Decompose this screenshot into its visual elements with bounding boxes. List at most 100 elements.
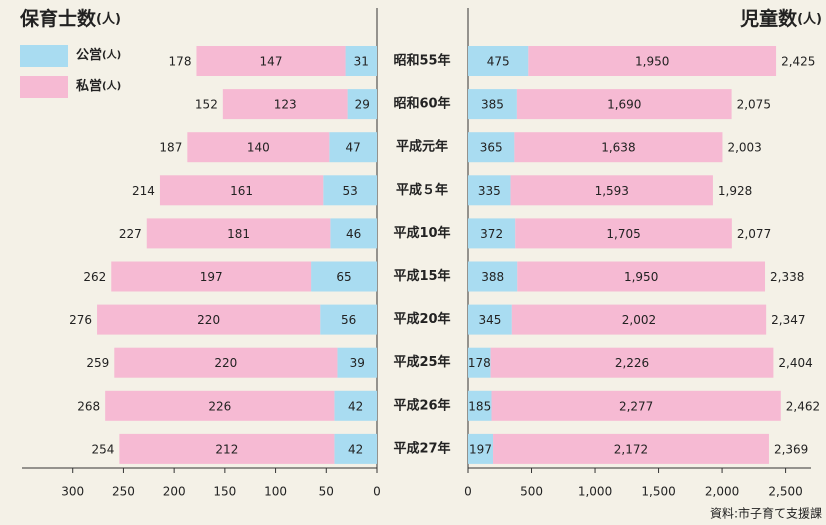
value-label: 2,226 (615, 356, 649, 370)
bar-segment (493, 433, 769, 464)
value-label: 65 (336, 270, 351, 284)
total-label: 1,928 (718, 184, 752, 198)
value-label: 42 (348, 399, 363, 413)
category-label: 昭和55年 (393, 53, 450, 69)
x-tick-label: 2,000 (705, 485, 739, 499)
total-label: 268 (77, 399, 100, 413)
value-label: 212 (215, 442, 238, 456)
total-label: 2,425 (781, 55, 815, 69)
total-label: 276 (69, 313, 92, 327)
legend-swatch (20, 45, 68, 67)
total-label: 214 (132, 184, 155, 198)
x-tick-label: 1,500 (641, 485, 675, 499)
value-label: 2,277 (619, 399, 653, 413)
legend-unit: (人) (102, 79, 121, 92)
total-label: 254 (91, 442, 114, 456)
value-label: 2,002 (622, 313, 656, 327)
bar-segment (330, 218, 377, 249)
x-tick-label: 150 (213, 485, 236, 499)
title-unit: (人) (797, 11, 822, 27)
category-label: 平成26年 (393, 397, 450, 413)
legend-unit: (人) (102, 48, 121, 61)
x-tick-label: 0 (373, 485, 381, 499)
bar-segment (311, 261, 377, 292)
x-tick-label: 250 (112, 485, 135, 499)
category-label: 昭和60年 (393, 96, 450, 112)
total-label: 2,338 (770, 270, 804, 284)
bar-segment (468, 347, 491, 378)
value-label: 42 (348, 442, 363, 456)
value-label: 161 (230, 184, 253, 198)
total-label: 2,369 (774, 442, 808, 456)
total-label: 152 (195, 98, 218, 112)
chart-title: 保育士数(人) (19, 7, 121, 30)
category-label: 平成20年 (393, 311, 450, 327)
value-label: 29 (355, 98, 370, 112)
bar-segment (468, 175, 511, 206)
value-label: 178 (468, 356, 491, 370)
bar-segment (468, 218, 516, 249)
bar-segment (468, 390, 492, 421)
bar-segment (222, 89, 348, 120)
total-label: 187 (159, 141, 182, 155)
bar-segment (468, 89, 517, 120)
total-label: 2,077 (737, 227, 771, 241)
legend-name: 私営 (76, 78, 102, 94)
value-label: 1,593 (595, 184, 629, 198)
total-label: 2,347 (771, 313, 805, 327)
value-label: 46 (346, 227, 361, 241)
value-label: 53 (342, 184, 357, 198)
value-label: 385 (481, 98, 504, 112)
value-label: 365 (480, 141, 503, 155)
bar-segment (515, 218, 732, 249)
bar-segment (468, 433, 494, 464)
bar-segment (468, 132, 515, 163)
legend-swatch (20, 76, 68, 98)
title-unit: (人) (96, 11, 121, 27)
category-label: 平成10年 (393, 225, 450, 241)
title: 児童数 (739, 7, 798, 30)
x-tick-label: 100 (264, 485, 287, 499)
x-tick-label: 2,500 (768, 485, 802, 499)
bar-segment (516, 89, 732, 120)
bar-segment (320, 304, 377, 335)
value-label: 335 (478, 184, 501, 198)
value-label: 345 (478, 313, 501, 327)
value-label: 123 (274, 98, 297, 112)
bar-segment (347, 89, 377, 120)
bar-segment (491, 390, 781, 421)
bar-segment (468, 304, 512, 335)
bar-segment (510, 175, 713, 206)
category-label: 平成５年 (396, 182, 448, 198)
legend-label: 私営(人) (76, 78, 121, 94)
value-label: 39 (350, 356, 365, 370)
value-label: 1,950 (624, 270, 658, 284)
bar-segment (528, 46, 777, 76)
bar-segment (517, 261, 766, 292)
x-tick-label: 300 (61, 485, 84, 499)
legend-name: 公営 (76, 47, 102, 63)
bar-segment (329, 132, 377, 163)
value-label: 56 (341, 313, 356, 327)
value-label: 1,690 (607, 98, 641, 112)
value-label: 197 (469, 442, 492, 456)
total-label: 227 (119, 227, 142, 241)
bar-segment (345, 46, 377, 76)
bar-segment (334, 433, 377, 464)
bar-segment (337, 347, 377, 378)
total-label: 2,003 (727, 141, 761, 155)
total-label: 2,404 (778, 356, 812, 370)
value-label: 372 (480, 227, 503, 241)
chart-title: 児童数(人) (739, 7, 822, 30)
value-label: 1,950 (635, 55, 669, 69)
bar-segment (159, 175, 324, 206)
bar-segment (468, 261, 518, 292)
bar-segment (119, 433, 335, 464)
value-label: 47 (346, 141, 361, 155)
title: 保育士数 (19, 7, 97, 30)
value-label: 181 (227, 227, 250, 241)
value-label: 388 (481, 270, 504, 284)
value-label: 475 (487, 55, 510, 69)
bar-segment (97, 304, 321, 335)
